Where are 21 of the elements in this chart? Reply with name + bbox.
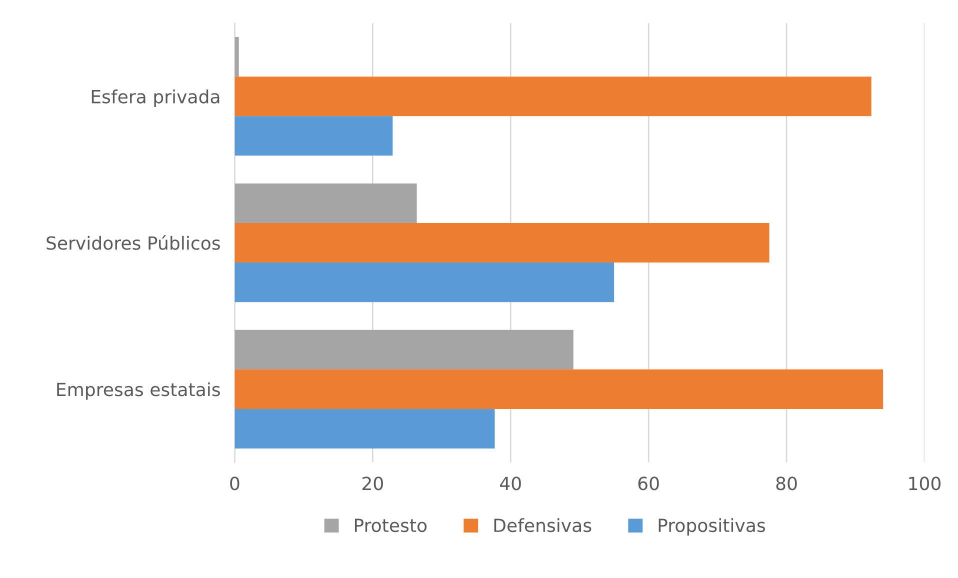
bar [234, 222, 770, 263]
bar [234, 262, 614, 302]
y-tick-label: Empresas estatais [57, 382, 220, 400]
legend-label: Protesto [354, 518, 427, 532]
x-tick-label: 80 [776, 476, 797, 490]
x-tick-label: 60 [638, 476, 659, 490]
bar [234, 369, 884, 409]
y-tick-label: Servidores Públicos [46, 235, 220, 250]
bar [234, 76, 872, 116]
legend-label: Propositivas [658, 518, 765, 536]
x-tick-label: 20 [362, 476, 383, 490]
x-tick-label: 100 [909, 476, 940, 490]
bar [234, 37, 239, 77]
x-tick-label: 0 [230, 476, 240, 490]
bar [234, 408, 495, 448]
bar [234, 183, 417, 223]
bar [234, 116, 393, 156]
y-tick-label: Esfera privada [92, 89, 220, 107]
x-tick-label: 40 [500, 476, 521, 490]
legend-label: Defensivas [494, 518, 592, 532]
bar [234, 330, 574, 370]
